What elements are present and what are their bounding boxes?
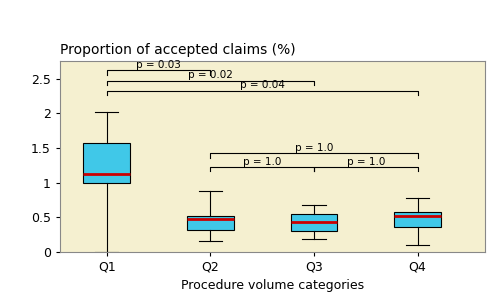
Text: p = 1.0: p = 1.0 [346, 157, 385, 167]
PathPatch shape [187, 216, 234, 230]
PathPatch shape [290, 214, 338, 231]
Text: p = 0.04: p = 0.04 [240, 80, 284, 91]
X-axis label: Procedure volume categories: Procedure volume categories [181, 279, 364, 292]
Text: p = 0.03: p = 0.03 [136, 60, 181, 70]
Text: p = 0.02: p = 0.02 [188, 70, 232, 80]
Text: p = 1.0: p = 1.0 [243, 157, 282, 167]
Text: p = 1.0: p = 1.0 [295, 143, 333, 153]
PathPatch shape [394, 212, 441, 227]
PathPatch shape [84, 143, 130, 183]
Text: Proportion of accepted claims (%): Proportion of accepted claims (%) [60, 44, 296, 57]
